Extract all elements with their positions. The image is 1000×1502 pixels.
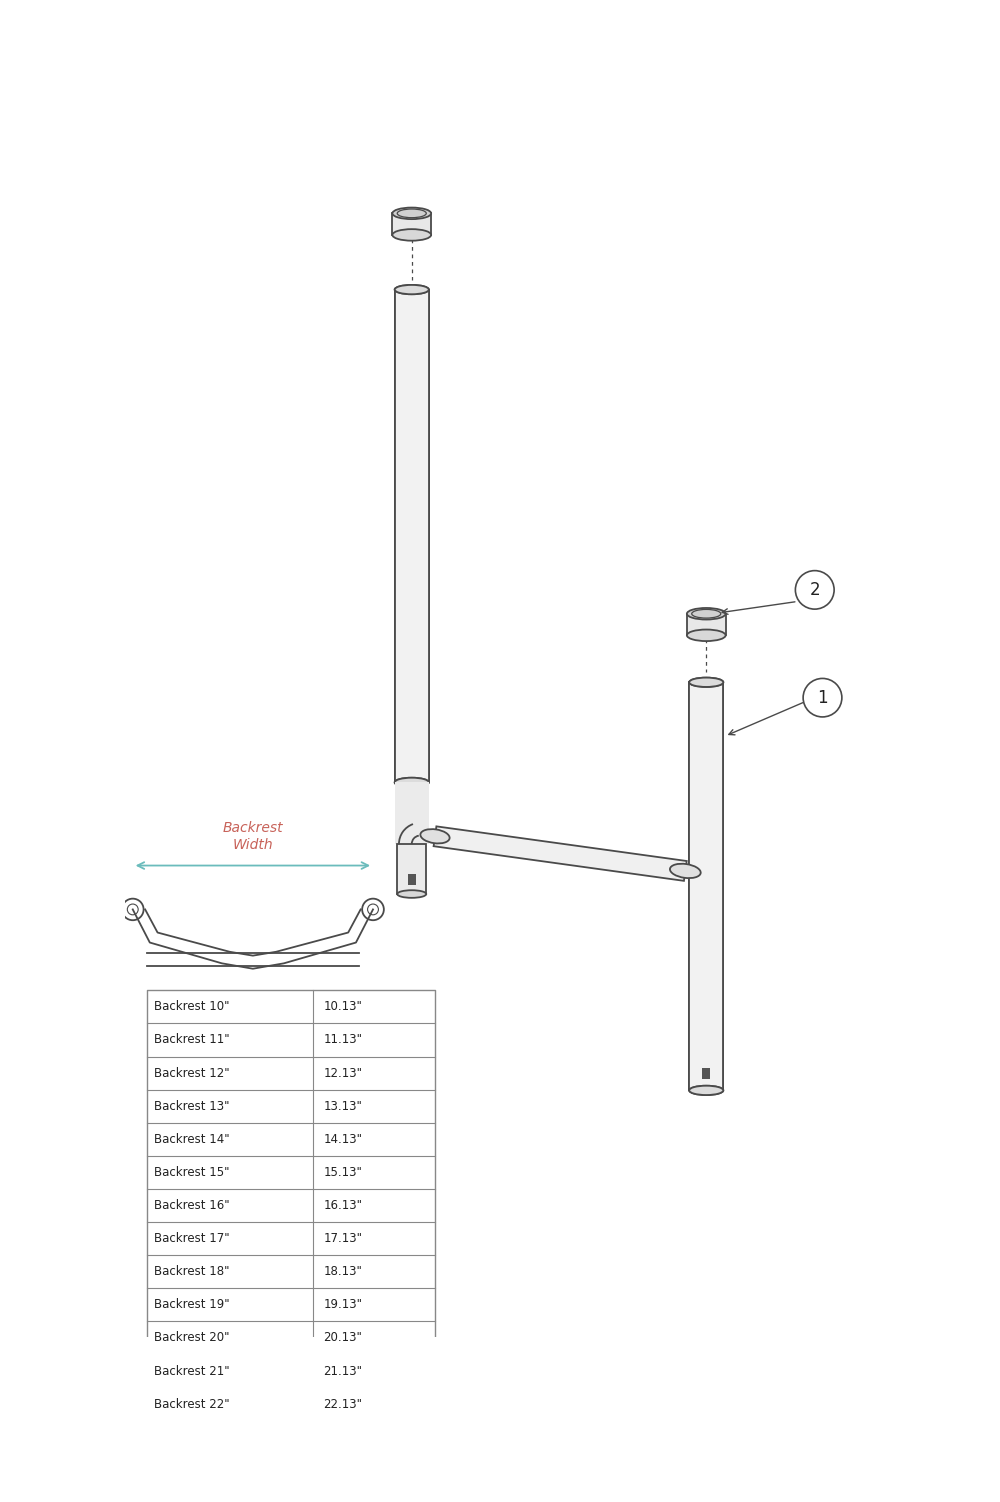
- Bar: [702, 1068, 710, 1078]
- Circle shape: [362, 898, 384, 921]
- Text: 1: 1: [817, 689, 828, 706]
- Text: 17.13": 17.13": [323, 1232, 362, 1245]
- Ellipse shape: [689, 1086, 723, 1095]
- Text: Backrest 12": Backrest 12": [154, 1066, 230, 1080]
- Polygon shape: [434, 826, 687, 880]
- Ellipse shape: [687, 629, 726, 641]
- Text: Backrest 15": Backrest 15": [154, 1166, 230, 1179]
- Ellipse shape: [395, 285, 429, 294]
- Polygon shape: [395, 783, 429, 844]
- Text: 15.13": 15.13": [323, 1166, 362, 1179]
- Text: Backrest 14": Backrest 14": [154, 1133, 230, 1146]
- Text: 10.13": 10.13": [323, 1000, 362, 1014]
- Text: 18.13": 18.13": [323, 1265, 362, 1278]
- Text: Backrest 21": Backrest 21": [154, 1364, 230, 1377]
- Circle shape: [795, 571, 834, 610]
- Text: Backrest 16": Backrest 16": [154, 1199, 230, 1212]
- Text: 13.13": 13.13": [323, 1099, 362, 1113]
- Ellipse shape: [689, 1086, 723, 1095]
- Ellipse shape: [687, 608, 726, 619]
- Text: Backrest
Width: Backrest Width: [223, 822, 283, 852]
- Text: 11.13": 11.13": [323, 1033, 362, 1047]
- Polygon shape: [395, 290, 429, 783]
- Bar: [408, 874, 416, 885]
- Ellipse shape: [397, 891, 426, 898]
- Text: Backrest 11": Backrest 11": [154, 1033, 230, 1047]
- Text: Backrest 10": Backrest 10": [154, 1000, 230, 1014]
- Text: Backrest 19": Backrest 19": [154, 1298, 230, 1311]
- Ellipse shape: [392, 207, 431, 219]
- Text: Backrest 17": Backrest 17": [154, 1232, 230, 1245]
- Ellipse shape: [395, 285, 429, 294]
- Text: Backrest 13": Backrest 13": [154, 1099, 230, 1113]
- Text: 16.13": 16.13": [323, 1199, 362, 1212]
- Text: 14.13": 14.13": [323, 1133, 362, 1146]
- Ellipse shape: [689, 677, 723, 686]
- Polygon shape: [689, 682, 723, 1090]
- Text: 21.13": 21.13": [323, 1364, 362, 1377]
- Ellipse shape: [395, 778, 429, 787]
- Ellipse shape: [395, 778, 429, 787]
- Circle shape: [803, 679, 842, 716]
- Ellipse shape: [670, 864, 701, 879]
- Text: 12.13": 12.13": [323, 1066, 362, 1080]
- Text: 22.13": 22.13": [323, 1398, 362, 1410]
- Text: Backrest 22": Backrest 22": [154, 1398, 230, 1410]
- Ellipse shape: [689, 677, 723, 686]
- Text: 2: 2: [809, 581, 820, 599]
- Text: 20.13": 20.13": [323, 1331, 362, 1344]
- Text: 19.13": 19.13": [323, 1298, 362, 1311]
- Ellipse shape: [392, 230, 431, 240]
- Text: Backrest 20": Backrest 20": [154, 1331, 230, 1344]
- Circle shape: [122, 898, 144, 921]
- Text: Backrest 18": Backrest 18": [154, 1265, 230, 1278]
- Polygon shape: [392, 213, 431, 234]
- Polygon shape: [397, 844, 426, 894]
- Polygon shape: [687, 614, 726, 635]
- Ellipse shape: [420, 829, 450, 844]
